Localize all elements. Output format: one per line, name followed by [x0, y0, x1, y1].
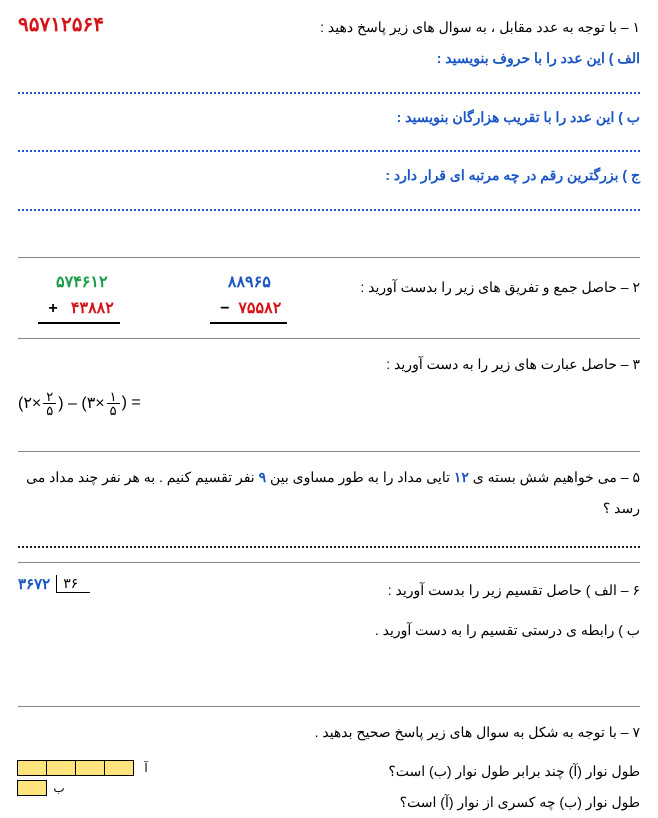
q1-a: الف ) این عدد را با حروف بنویسید :	[18, 43, 640, 74]
q1-prompt: ۱ – با توجه به عدد مقابل ، به سوال های ز…	[320, 12, 640, 43]
strips: آ ب	[18, 760, 154, 796]
frac-den: ۵	[107, 404, 120, 417]
dotted-line	[18, 209, 640, 211]
plus-op: +	[44, 300, 62, 318]
fraction-2: ۱ ۵	[107, 390, 120, 417]
dividend: ۳۶۷۲	[18, 575, 50, 594]
frac-den: ۵	[43, 404, 56, 417]
q5-text: ۵ – می خواهیم شش بسته ی	[469, 469, 640, 485]
subtraction-column: ۸۸۹۶۵ − ۷۵۵۸۲	[210, 272, 287, 324]
label-b: ب	[51, 780, 67, 796]
sub-bottom: ۷۵۵۸۲	[238, 298, 281, 318]
divisor: ۳۶	[63, 576, 78, 593]
question-7: ۷ – با توجه به شکل به سوال های زیر پاسخ …	[18, 706, 640, 817]
question-6: ۶ – الف ) حاصل تقسیم زیر را بدست آورید :…	[18, 562, 640, 647]
dotted-line	[18, 546, 640, 548]
sub-top: ۸۸۹۶۵	[228, 272, 271, 292]
q1-b: ب ) این عدد را با تقریب هزارگان بنویسید …	[18, 102, 640, 133]
q6-b: ب ) رابطه ی درستی تقسیم را به دست آورید …	[18, 615, 640, 646]
frac-num: ۲	[43, 390, 56, 404]
fraction-1: ۲ ۵	[43, 390, 56, 417]
q1-number: ۹۵۷۱۲۵۶۴	[18, 12, 104, 37]
add-bottom: ۴۳۸۸۲	[71, 298, 114, 318]
q5-n2: ۹	[259, 469, 267, 485]
strip-b	[18, 780, 47, 796]
q7-line1: طول نوار (آ) چند برابر طول نوار (ب) است؟	[388, 756, 640, 787]
add-top: ۵۷۴۶۱۲	[56, 272, 108, 292]
q7-prompt: ۷ – با توجه به شکل به سوال های زیر پاسخ …	[18, 717, 640, 748]
frac-num: ۱	[107, 390, 120, 404]
q5-text: تایی مداد را به طور مساوی بین	[266, 469, 454, 485]
dotted-line	[18, 150, 640, 152]
q3-expression: (۲× ۲ ۵ ) – (۳× ۱ ۵ ) =	[18, 390, 640, 417]
expr-text: (۲×	[18, 393, 41, 413]
q6-prompt: ۶ – الف ) حاصل تقسیم زیر را بدست آورید :	[388, 575, 640, 606]
q1-c: ج ) بزرگترین رقم در چه مرتبه ای قرار دار…	[18, 160, 640, 191]
division-box: ۳۶۷۲ ۳۶	[18, 575, 90, 594]
q5-n1: ۱۲	[454, 469, 469, 485]
strip-a	[18, 760, 134, 776]
question-5: ۵ – می خواهیم شش بسته ی ۱۲ تایی مداد را …	[18, 451, 640, 548]
label-a: آ	[138, 760, 154, 776]
expr-text: ) =	[122, 394, 141, 412]
addition-column: ۵۷۴۶۱۲ + ۴۳۸۸۲	[38, 272, 120, 324]
expr-text: ) – (۳×	[58, 393, 104, 413]
question-2: ۲ – حاصل جمع و تفریق های زیر را بدست آور…	[18, 257, 640, 324]
q3-prompt: ۳ – حاصل عبارت های زیر را به دست آورید :	[18, 349, 640, 380]
q2-prompt: ۲ – حاصل جمع و تفریق های زیر را بدست آور…	[360, 272, 640, 303]
dotted-line	[18, 92, 640, 94]
question-3: ۳ – حاصل عبارت های زیر را به دست آورید :…	[18, 338, 640, 417]
question-1: ۱ – با توجه به عدد مقابل ، به سوال های ز…	[18, 12, 640, 249]
q7-line2: طول نوار (ب) چه کسری از نوار (آ) است؟	[388, 787, 640, 818]
q5-prompt: ۵ – می خواهیم شش بسته ی ۱۲ تایی مداد را …	[18, 462, 640, 524]
minus-op: −	[216, 300, 234, 318]
